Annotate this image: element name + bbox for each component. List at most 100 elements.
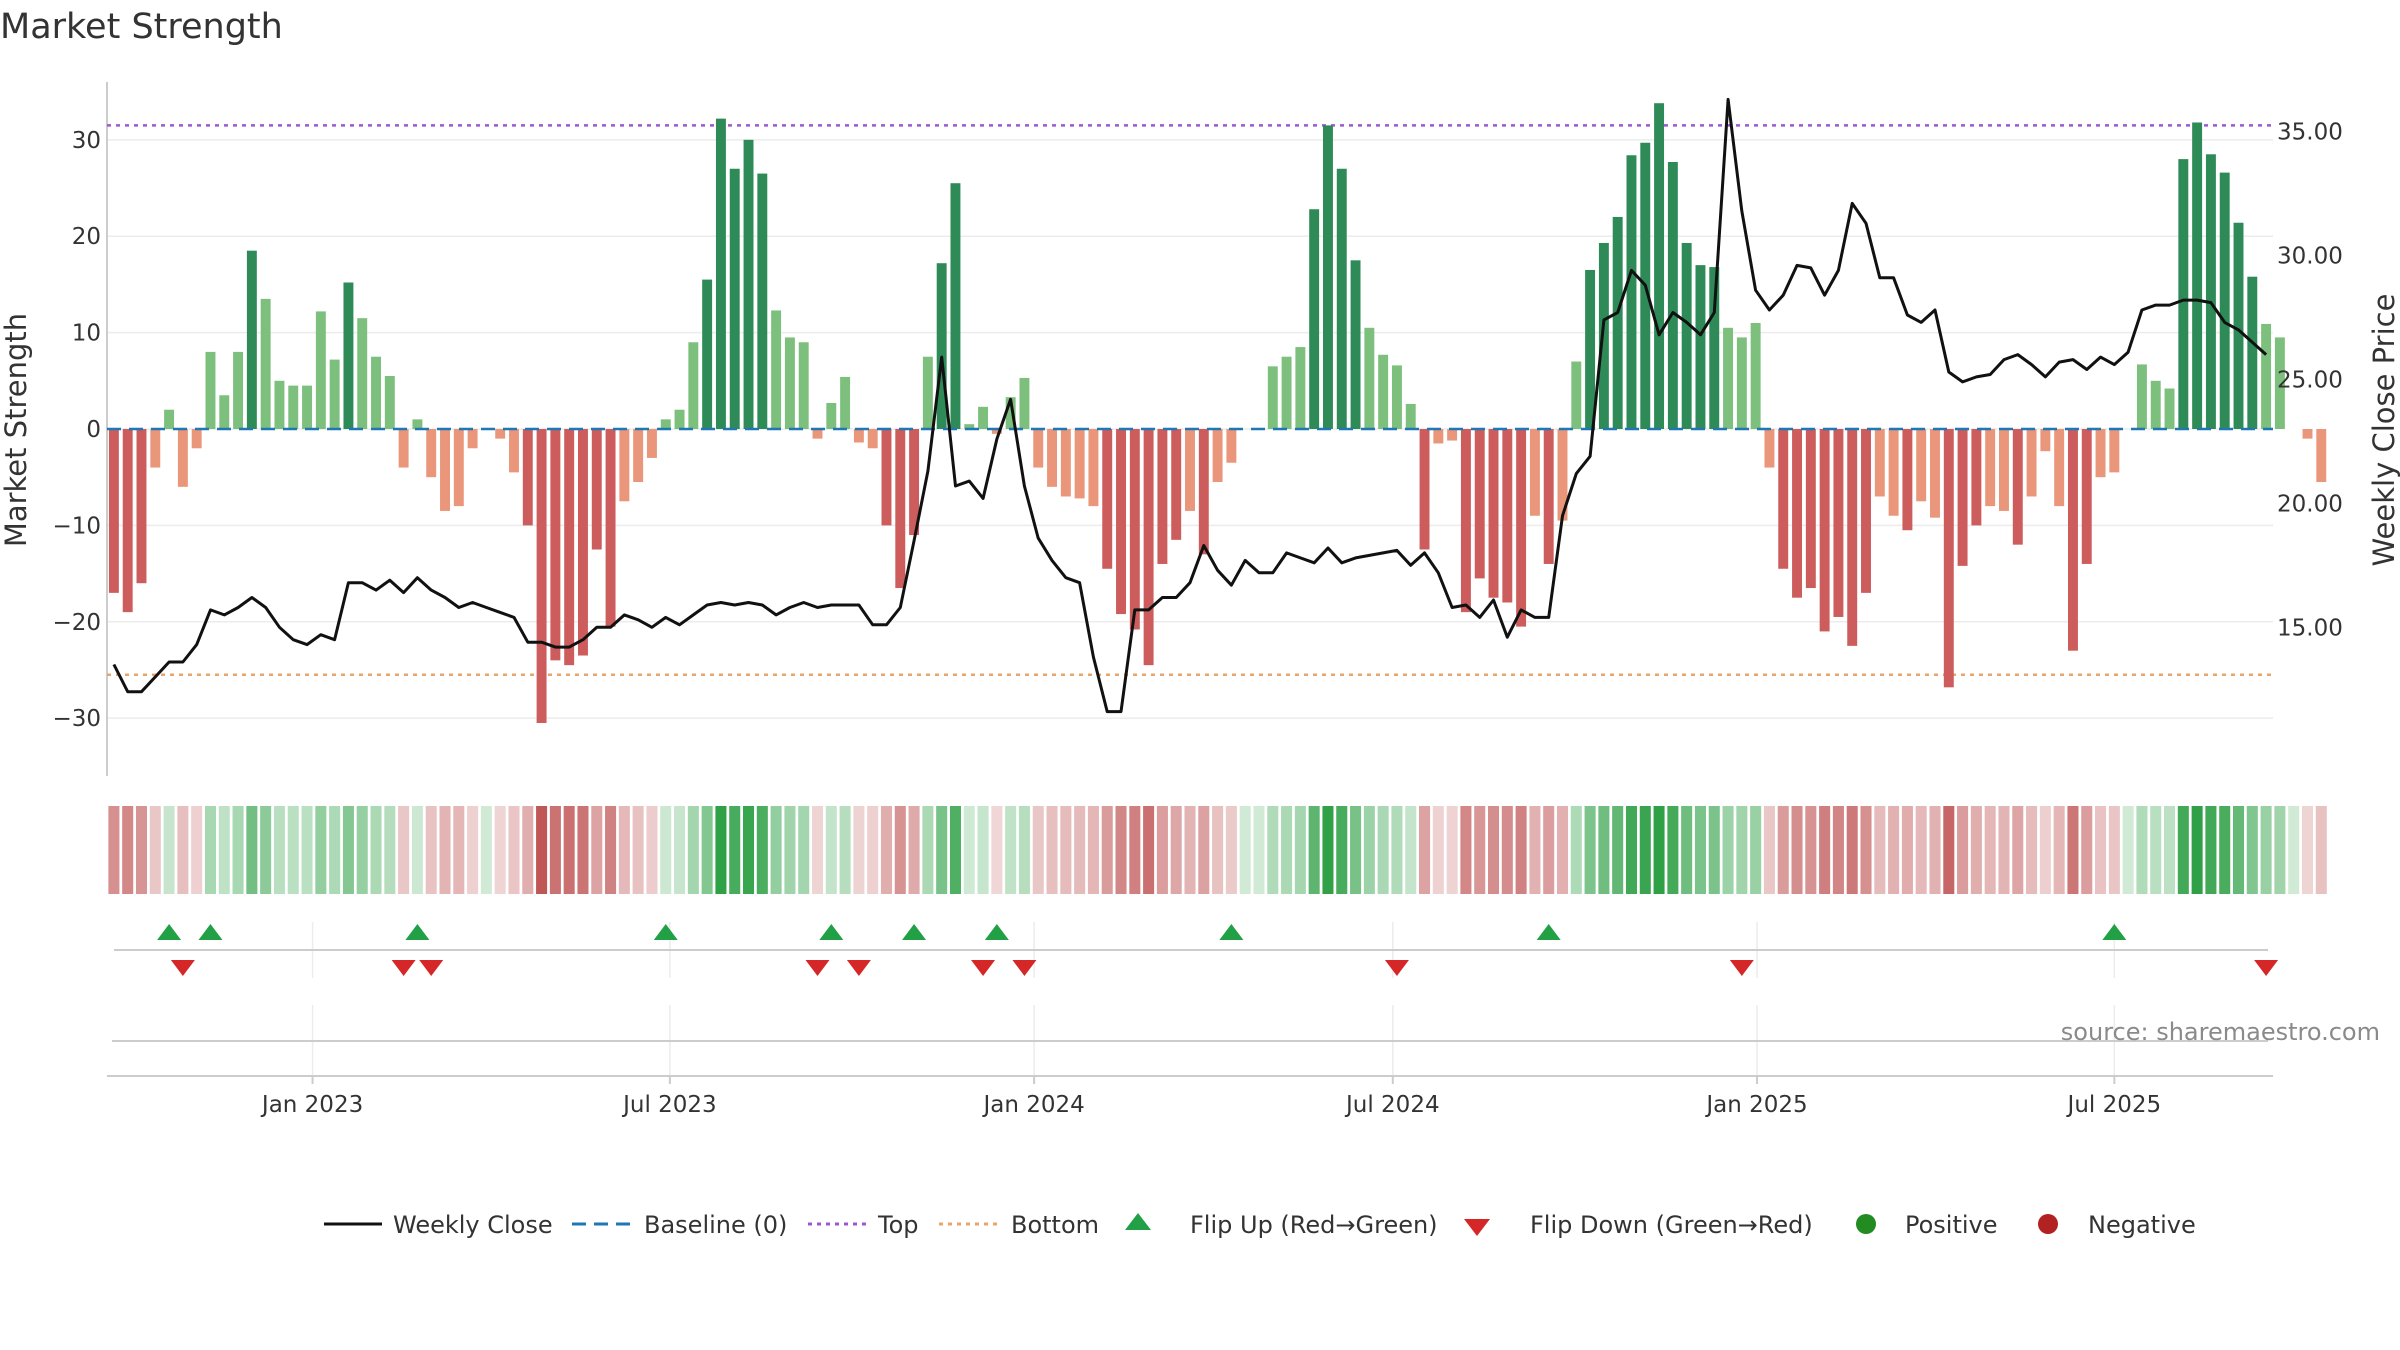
heat-strip-cell	[1570, 806, 1582, 894]
heat-strip-cell	[1115, 806, 1127, 894]
strength-bar	[233, 351, 244, 429]
y-tick-label: −20	[52, 610, 101, 636]
heat-strip-cell	[425, 806, 437, 894]
heat-strip-cell	[549, 806, 561, 894]
heat-strip-cell	[770, 806, 782, 894]
strength-bar	[1654, 103, 1665, 429]
heat-strip-cell	[2095, 806, 2107, 894]
strength-bar	[578, 429, 588, 656]
strength-bar	[1943, 429, 1954, 688]
strength-bar	[495, 429, 506, 439]
heat-strip-cell	[1515, 806, 1527, 894]
strength-bar	[2081, 429, 2092, 564]
flip-down-marker	[391, 960, 416, 976]
strength-bar	[1778, 429, 1789, 569]
strength-bar	[1488, 429, 1499, 598]
heat-strip-cell	[329, 806, 341, 894]
strength-bar	[895, 429, 906, 589]
heat-strip-cell	[963, 806, 975, 894]
strength-bar	[674, 409, 685, 429]
strength-bar	[398, 429, 409, 468]
y2-axis-label: Weekly Close Price	[2367, 294, 2400, 567]
strength-bar	[1378, 354, 1389, 429]
heat-strip-cell	[1694, 806, 1706, 894]
strength-bar	[1612, 216, 1623, 429]
strength-bar	[798, 342, 809, 429]
strength-bar	[1060, 429, 1071, 497]
legend-top-label: Top	[877, 1211, 919, 1239]
heat-strip-cell	[1681, 806, 1693, 894]
strength-bar	[122, 429, 133, 613]
strength-bar	[1667, 162, 1678, 429]
flip-up-marker	[405, 924, 430, 940]
flip-up-marker	[1536, 924, 1561, 940]
flip-up-marker	[1219, 924, 1244, 940]
heat-strip-cell	[991, 806, 1003, 894]
flip-up-marker	[2102, 924, 2127, 940]
heat-strip-cell	[1405, 806, 1417, 894]
heat-strip-cell	[2219, 806, 2231, 894]
heat-strip-cell	[825, 806, 837, 894]
heat-strip-cell	[1253, 806, 1265, 894]
strength-bar	[302, 385, 313, 429]
heat-strip-cell	[411, 806, 423, 894]
strength-bar	[978, 406, 989, 429]
heat-strip-cell	[1322, 806, 1334, 894]
strength-bar	[1957, 429, 1968, 566]
strength-bar	[329, 359, 340, 429]
heat-strip-cell	[1957, 806, 1969, 894]
legend-negative: Negative	[2038, 1211, 2196, 1239]
strength-bar	[2054, 429, 2065, 507]
heat-strip-cell	[1639, 806, 1651, 894]
legend-weekly-close: Weekly Close	[324, 1211, 553, 1239]
heat-strip-cell	[1129, 806, 1141, 894]
heat-strip-cell	[522, 806, 534, 894]
heat-strip-cell	[701, 806, 713, 894]
flip-markers	[157, 924, 2279, 976]
heat-strip-cell	[122, 806, 134, 894]
flip-up-marker	[157, 924, 182, 940]
strength-bar	[2233, 222, 2244, 429]
heat-strip-cell	[908, 806, 920, 894]
heat-strip-cell	[1736, 806, 1748, 894]
strength-bar	[1295, 347, 1306, 429]
flip-up-marker	[902, 924, 927, 940]
heat-strip-cell	[1915, 806, 1927, 894]
flip-down-marker	[805, 960, 830, 976]
strength-bar	[964, 424, 975, 429]
strength-bar	[1198, 429, 1209, 555]
strength-bar	[853, 429, 864, 443]
date-panel: source: sharemaestro.com Jan 2023 Jul 202…	[107, 1018, 2380, 1118]
heat-strip-cell	[1750, 806, 1762, 894]
strength-bar	[826, 402, 837, 429]
strength-bar	[1047, 429, 1058, 487]
strength-bar	[1598, 242, 1609, 429]
heat-strip-cell	[384, 806, 396, 894]
strength-bar	[1736, 337, 1747, 429]
strength-bar	[1460, 429, 1471, 613]
heat-strip-cell	[439, 806, 451, 894]
strength-bar	[2040, 429, 2051, 452]
strength-bar	[867, 429, 878, 449]
heat-strip-cell	[177, 806, 189, 894]
heat-strip-cell	[2122, 806, 2134, 894]
strength-bar	[522, 429, 533, 526]
heat-strip-cell	[632, 806, 644, 894]
strength-bar	[2067, 429, 2078, 651]
heat-strip-cell	[2150, 806, 2162, 894]
heat-strip-cell	[1832, 806, 1844, 894]
strength-bar	[909, 429, 920, 536]
legend-negative-label: Negative	[2088, 1211, 2196, 1239]
heat-strip-cell	[1336, 806, 1348, 894]
strength-bar	[467, 429, 478, 449]
heat-strip-cell	[1846, 806, 1858, 894]
heat-strip-cell	[1722, 806, 1734, 894]
strength-bar	[1212, 429, 1223, 483]
flip-up-marker	[819, 924, 844, 940]
heat-strip-cell	[977, 806, 989, 894]
strength-bar	[784, 337, 795, 429]
heat-strip-cell	[163, 806, 175, 894]
heat-strip-cell	[1156, 806, 1168, 894]
x-tick-label: Jan 2023	[260, 1092, 363, 1118]
strength-bar	[274, 380, 285, 429]
